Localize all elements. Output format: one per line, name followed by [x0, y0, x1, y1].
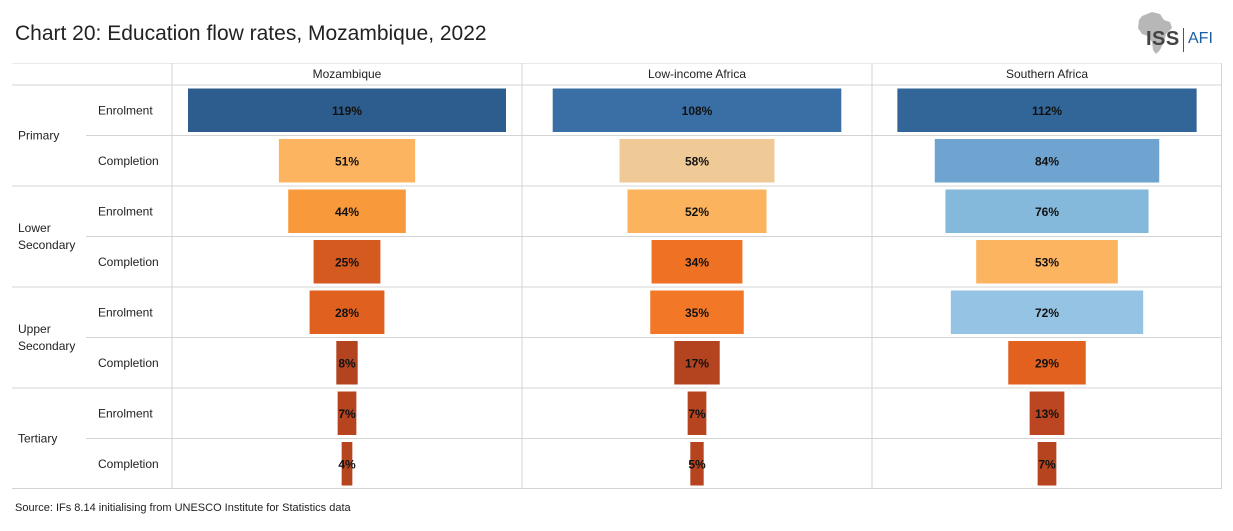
data-label: 53% — [1035, 255, 1059, 269]
logo-iss-text: ISS — [1146, 28, 1180, 50]
data-label: 35% — [685, 306, 709, 320]
bar — [674, 341, 720, 385]
bar — [336, 341, 358, 385]
data-label: 112% — [1032, 104, 1062, 118]
data-label: 44% — [335, 205, 359, 219]
column-header: Low-income Africa — [648, 67, 746, 81]
level-label: Secondary — [18, 339, 75, 353]
bar — [341, 442, 353, 486]
data-label: 72% — [1035, 306, 1059, 320]
chart-canvas: Mozambique Low-income Africa Southern Afri… — [12, 63, 1222, 489]
africa-map-icon — [1138, 12, 1172, 54]
data-label: 25% — [335, 255, 359, 269]
data-label: 29% — [1035, 356, 1059, 370]
data-label: 84% — [1035, 154, 1059, 168]
bar — [1008, 341, 1086, 385]
data-label: 7% — [1038, 457, 1056, 471]
data-label: 76% — [1035, 205, 1059, 219]
bar — [288, 189, 406, 233]
level-label: Secondary — [18, 238, 75, 252]
bar — [976, 240, 1118, 284]
bar — [950, 290, 1144, 334]
bar — [945, 189, 1149, 233]
bar — [619, 139, 775, 183]
iss-afi-logo: ISS AFI — [1130, 10, 1222, 58]
chart-title: Chart 20: Education flow rates, Mozambiq… — [15, 22, 487, 45]
column-header: Southern Africa — [1006, 67, 1088, 81]
data-label: 51% — [335, 154, 359, 168]
bar — [309, 290, 385, 334]
row-label: Enrolment — [98, 103, 153, 117]
bar — [651, 240, 743, 284]
level-label: Tertiary — [18, 432, 57, 446]
row-label: Completion — [98, 356, 159, 370]
level-label: Primary — [18, 129, 59, 143]
bar — [1037, 442, 1057, 486]
data-label: 28% — [335, 306, 359, 320]
bar — [650, 290, 744, 334]
data-label: 4% — [338, 457, 356, 471]
row-label: Enrolment — [98, 305, 153, 319]
bar — [278, 139, 416, 183]
bar — [337, 391, 357, 435]
data-label: 58% — [685, 154, 709, 168]
data-label: 119% — [332, 104, 362, 118]
row-label: Completion — [98, 154, 159, 168]
row-label: Completion — [98, 457, 159, 471]
data-label: 7% — [338, 407, 356, 421]
bar — [313, 240, 381, 284]
data-label: 8% — [338, 356, 356, 370]
bar — [627, 189, 767, 233]
level-label: Lower — [18, 221, 51, 235]
level-label: Upper — [18, 322, 51, 336]
bar — [188, 88, 506, 132]
data-label: 17% — [685, 356, 709, 370]
logo-separator — [1183, 28, 1184, 52]
source-note: Source: IFs 8.14 initialising from UNESC… — [15, 502, 351, 514]
bar — [687, 391, 707, 435]
data-label: 52% — [685, 205, 709, 219]
row-label: Enrolment — [98, 204, 153, 218]
column-header: Mozambique — [313, 67, 382, 81]
bar — [552, 88, 842, 132]
bar — [690, 442, 704, 486]
data-label: 108% — [682, 104, 713, 118]
bar — [897, 88, 1197, 132]
data-label: 13% — [1035, 407, 1059, 421]
bar — [1029, 391, 1065, 435]
logo-afi-text: AFI — [1188, 30, 1213, 47]
data-label: 34% — [685, 255, 709, 269]
data-label: 5% — [688, 457, 706, 471]
flow-rates-chart: Mozambique Low-income Africa Southern Afri… — [12, 63, 1222, 489]
bar — [934, 139, 1160, 183]
data-label: 7% — [688, 407, 706, 421]
row-label: Enrolment — [98, 406, 153, 420]
row-label: Completion — [98, 255, 159, 269]
